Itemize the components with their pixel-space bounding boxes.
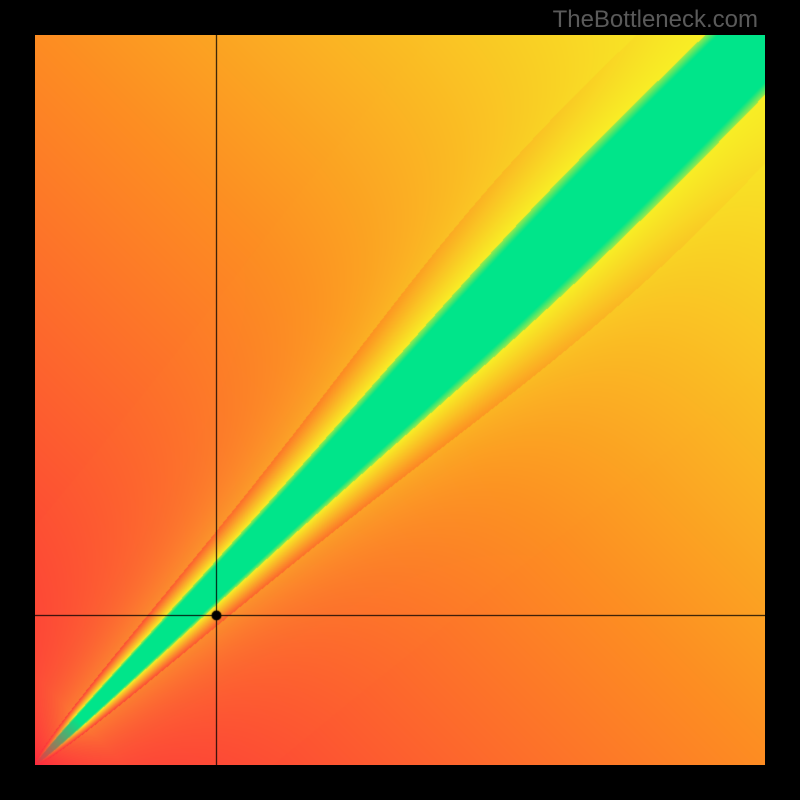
watermark-text: TheBottleneck.com [553,6,758,34]
bottleneck-heatmap [35,35,765,765]
heatmap-canvas [35,35,765,765]
